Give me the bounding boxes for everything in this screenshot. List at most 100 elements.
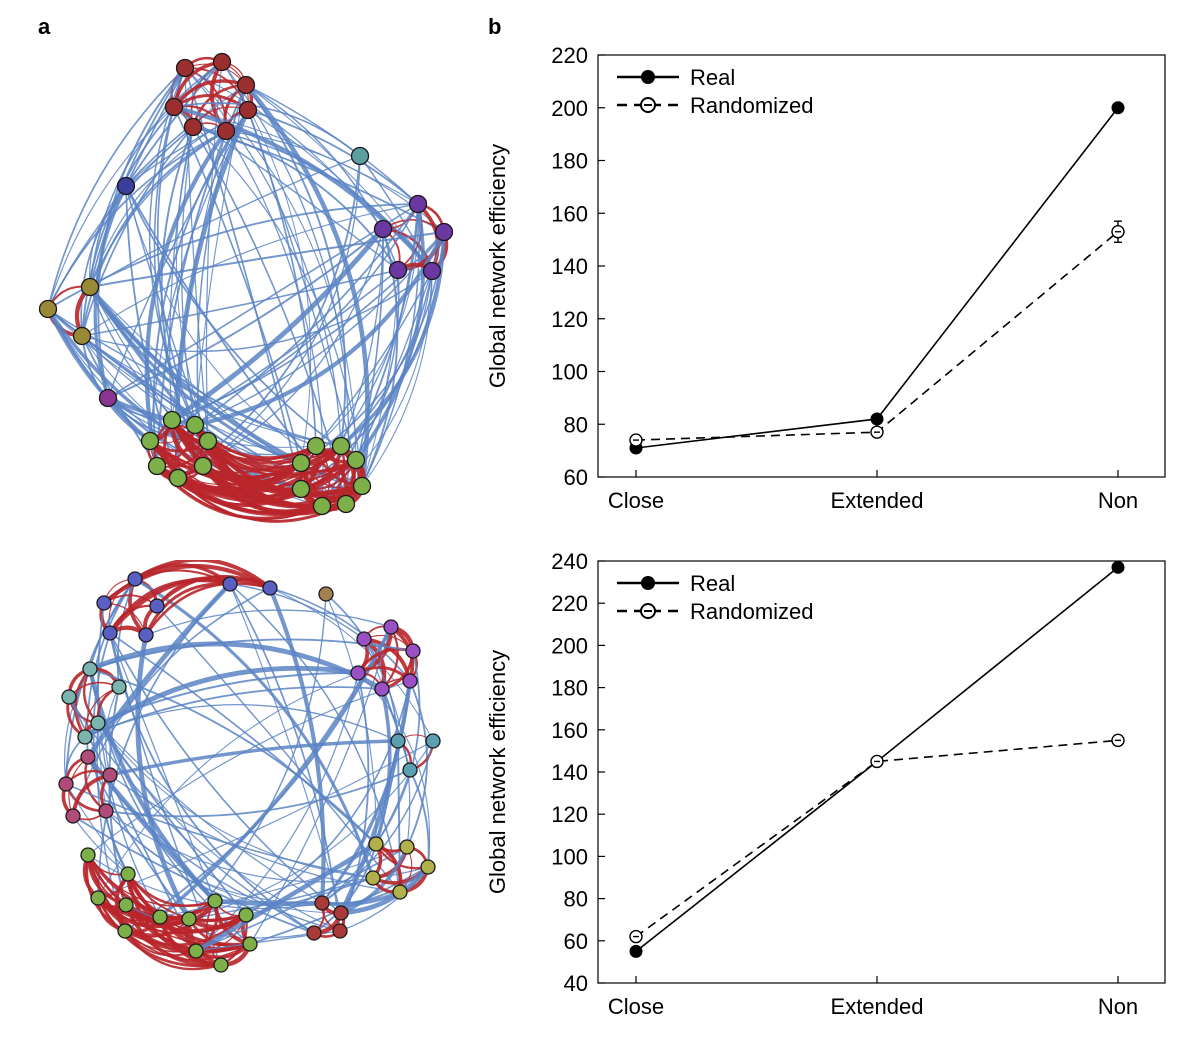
inter-cluster-edge xyxy=(109,739,399,777)
inter-cluster-edge xyxy=(159,846,408,918)
network-nodes xyxy=(58,571,441,973)
x-tick-label: Extended xyxy=(831,994,924,1019)
network-node xyxy=(98,803,114,819)
inter-cluster-edge xyxy=(47,130,227,310)
inter-cluster-edge xyxy=(109,632,377,845)
legend-label-real: Real xyxy=(690,65,735,90)
y-tick-label: 120 xyxy=(551,307,588,332)
network-node xyxy=(61,689,77,705)
inter-cluster-edge xyxy=(97,740,434,899)
inter-cluster-edge xyxy=(125,185,363,487)
network-node xyxy=(213,957,229,973)
inter-cluster-edge xyxy=(125,185,357,461)
legend-label-real: Real xyxy=(690,571,735,596)
inter-cluster-edge xyxy=(173,106,363,487)
network-node xyxy=(408,194,428,214)
network-node xyxy=(238,907,254,923)
inter-cluster-edge xyxy=(245,84,433,272)
network-node xyxy=(149,598,165,614)
inter-cluster-edge xyxy=(105,810,342,914)
intra-cluster-edge xyxy=(144,582,271,636)
inter-cluster-edge xyxy=(97,722,341,932)
inter-cluster-edge xyxy=(109,632,216,902)
network-node xyxy=(312,496,332,516)
y-tick-label: 100 xyxy=(551,844,588,869)
network-node xyxy=(356,631,372,647)
inter-cluster-edge xyxy=(339,231,446,448)
network-node xyxy=(365,870,381,886)
network-node xyxy=(336,494,356,514)
network-node xyxy=(185,415,205,435)
inter-cluster-edge xyxy=(89,668,377,845)
y-tick-label: 200 xyxy=(551,96,588,121)
intra-cluster-edge xyxy=(176,476,302,508)
intra-cluster-edge xyxy=(124,914,247,947)
y-tick-label: 180 xyxy=(551,676,588,701)
data-point-real xyxy=(870,412,884,426)
network-node xyxy=(38,299,58,319)
inter-cluster-edge xyxy=(47,106,175,310)
inter-cluster-edge xyxy=(339,866,429,932)
legend-marker-real xyxy=(641,576,655,590)
y-tick-label: 220 xyxy=(551,591,588,616)
intra-cluster-edge xyxy=(108,576,271,635)
y-tick-label: 160 xyxy=(551,718,588,743)
inter-cluster-edge xyxy=(81,126,194,337)
inter-cluster-edge xyxy=(247,109,419,205)
network-node xyxy=(236,75,256,95)
inter-cluster-edge xyxy=(134,577,375,879)
network-node xyxy=(216,121,236,141)
inter-cluster-edge xyxy=(361,228,399,487)
inter-cluster-edge xyxy=(89,231,445,288)
intra-cluster-edge xyxy=(124,899,217,938)
inter-cluster-edge xyxy=(135,634,192,921)
inter-cluster-edge xyxy=(229,583,401,893)
inter-cluster-edge xyxy=(145,609,392,636)
x-tick-label: Extended xyxy=(831,488,924,513)
network-nodes xyxy=(38,52,454,516)
network-node xyxy=(420,859,436,875)
network-node xyxy=(405,643,421,659)
x-tick-label: Non xyxy=(1098,994,1138,1019)
inter-cluster-edge xyxy=(89,61,223,288)
intra-cluster-edge xyxy=(124,930,222,971)
inter-cluster-edge xyxy=(315,270,433,447)
inter-cluster-edge xyxy=(124,626,392,932)
network-node xyxy=(188,943,204,959)
y-tick-label: 180 xyxy=(551,149,588,174)
intra-cluster-edge xyxy=(124,930,251,961)
inter-cluster-edge xyxy=(89,155,361,288)
intra-cluster-edge xyxy=(133,560,272,590)
legend-label-randomized: Randomized xyxy=(690,93,814,118)
network-node xyxy=(242,936,258,952)
y-tick-label: 140 xyxy=(551,760,588,785)
network-node xyxy=(181,911,197,927)
inter-cluster-edge xyxy=(84,704,399,742)
inter-cluster-edge xyxy=(361,270,433,487)
network-node xyxy=(116,176,136,196)
inter-cluster-edge xyxy=(89,185,127,288)
network-node xyxy=(392,884,408,900)
inter-cluster-edge xyxy=(81,203,419,337)
inter-cluster-edge xyxy=(63,668,91,785)
network-node xyxy=(402,762,418,778)
y-axis-title: Global network efficiency xyxy=(485,144,510,388)
series-line-randomized xyxy=(635,231,1119,441)
inter-cluster-edge xyxy=(107,396,196,427)
panel-label-b: b xyxy=(488,14,502,39)
network-node xyxy=(98,388,118,408)
network-node xyxy=(238,100,258,120)
network-node xyxy=(333,905,349,921)
inter-cluster-edge xyxy=(83,665,359,740)
network-node xyxy=(80,277,100,297)
efficiency-chart-bottom: 40 60 80 100 120 140 160 180 200 220 240 Close Exten… xyxy=(485,549,1166,1019)
network-node xyxy=(212,52,232,72)
inter-cluster-edge xyxy=(247,109,363,487)
network-node xyxy=(399,839,415,855)
network-node xyxy=(193,456,213,476)
network-node xyxy=(352,476,372,496)
network-node xyxy=(373,219,393,239)
network-node xyxy=(390,733,406,749)
inter-cluster-edge xyxy=(72,815,315,934)
inter-cluster-edge xyxy=(81,130,227,337)
